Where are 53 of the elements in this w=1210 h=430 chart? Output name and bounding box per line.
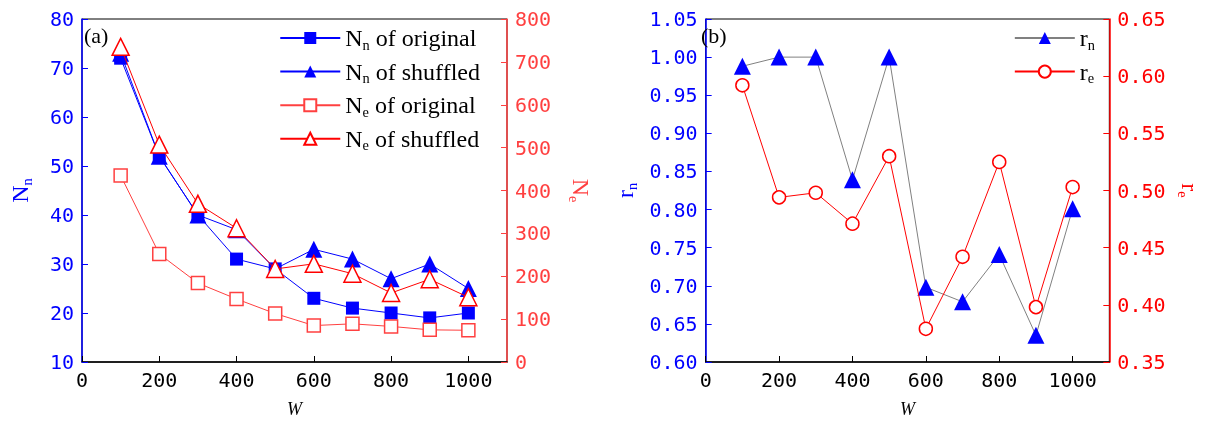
x-tick-label: 1000 (444, 368, 493, 392)
y-tick-label: 1.00 (649, 45, 698, 70)
x-tick-label: 0 (699, 368, 712, 392)
x-tick-label: 800 (373, 368, 410, 392)
x-tick-label: 200 (141, 368, 178, 392)
y2-tick-label: 0.65 (1117, 7, 1166, 31)
y2-tick-label: 0.35 (1117, 350, 1166, 374)
y2-axis-title: re (1175, 183, 1203, 198)
y2-axis-title: Ne (566, 178, 594, 203)
y2-tick-label: 600 (515, 92, 552, 117)
y2-tick-label: 800 (515, 7, 552, 31)
y2-tick-label: 0.55 (1117, 121, 1166, 146)
y-tick-label: 0.85 (649, 159, 698, 184)
y2-tick-label: 400 (515, 178, 552, 203)
x-tick-label: 600 (295, 368, 332, 392)
y-tick-label: 1.05 (649, 7, 698, 31)
y2-tick-label: 300 (515, 221, 552, 246)
y-tick-label: 0.90 (649, 121, 698, 146)
y-tick-label: 40 (49, 203, 74, 227)
y-axis-title: rn (612, 182, 640, 199)
y-tick-label: 0.95 (649, 83, 698, 108)
y-tick-label: 20 (49, 301, 74, 325)
y2-tick-label: 700 (515, 49, 552, 74)
y-tick-label: 0.75 (649, 235, 698, 260)
x-tick-label: 200 (761, 368, 798, 392)
x-tick-label: 1000 (1048, 368, 1097, 392)
x-tick-label: 800 (981, 368, 1018, 392)
y-tick-label: 50 (49, 154, 74, 178)
y2-tick-label: 200 (515, 264, 552, 289)
y2-tick-label: 100 (515, 307, 552, 332)
x-tick-label: 0 (75, 368, 89, 392)
y-tick-label: 80 (49, 7, 74, 31)
y-tick-label: 0.60 (649, 350, 698, 374)
y-tick-label: 0.80 (649, 197, 698, 222)
y2-tick-label: 0.45 (1117, 235, 1166, 260)
y-tick-label: 10 (49, 350, 74, 374)
x-tick-label: 400 (834, 368, 871, 392)
annotation: (a) (84, 22, 109, 48)
y2-tick-label: 0.60 (1117, 64, 1166, 89)
x-axis-title: W (900, 399, 917, 419)
y-tick-label: 0.70 (649, 273, 698, 298)
x-axis-title: W (287, 399, 304, 419)
x-tick-label: 400 (218, 368, 255, 392)
y-tick-label: 30 (49, 252, 74, 276)
y2-tick-label: 0 (515, 350, 528, 374)
x-tick-label: 600 (907, 368, 944, 392)
y-tick-label: 60 (49, 105, 74, 129)
y-tick-label: 70 (49, 56, 74, 80)
y-axis-title: Nn (7, 178, 35, 203)
y2-tick-label: 500 (515, 135, 552, 160)
y2-tick-label: 0.50 (1117, 178, 1166, 203)
y2-tick-label: 0.40 (1117, 292, 1166, 317)
y-tick-label: 0.65 (649, 311, 698, 336)
